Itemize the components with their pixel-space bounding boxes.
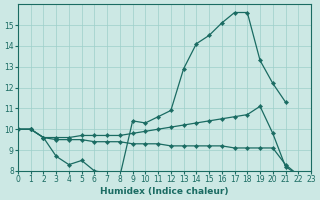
X-axis label: Humidex (Indice chaleur): Humidex (Indice chaleur) [100, 187, 229, 196]
